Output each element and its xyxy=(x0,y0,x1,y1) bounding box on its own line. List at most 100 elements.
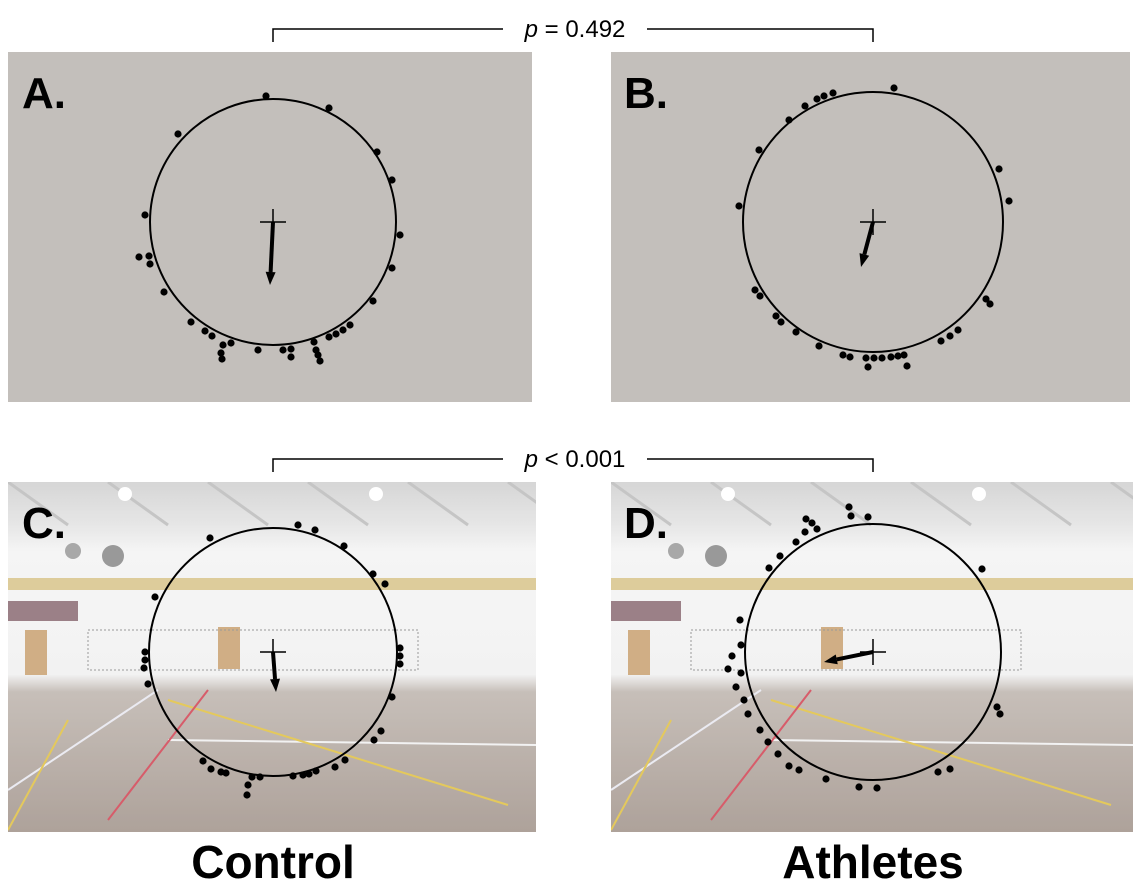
dot xyxy=(995,165,1002,172)
dot xyxy=(751,286,758,293)
dot xyxy=(396,660,403,667)
dot xyxy=(785,762,792,769)
dot xyxy=(808,519,815,526)
dot xyxy=(339,326,346,333)
dot xyxy=(795,766,802,773)
dot xyxy=(222,769,229,776)
dot xyxy=(993,703,1000,710)
dot xyxy=(151,593,158,600)
dot xyxy=(287,345,294,352)
dot xyxy=(801,528,808,535)
figure: A.B.C.D.p = 0.492p < 0.001ControlAthlete… xyxy=(0,0,1134,885)
dot xyxy=(792,538,799,545)
dot xyxy=(141,648,148,655)
dot xyxy=(903,362,910,369)
panel-label: B. xyxy=(624,69,668,118)
dot xyxy=(774,750,781,757)
dot xyxy=(855,783,862,790)
dot xyxy=(978,565,985,572)
dot xyxy=(813,95,820,102)
dot xyxy=(870,354,877,361)
panel-bg xyxy=(8,52,532,402)
mean-vector xyxy=(273,652,275,679)
dot xyxy=(160,288,167,295)
dot xyxy=(802,515,809,522)
dot xyxy=(369,297,376,304)
court-photo xyxy=(8,482,568,832)
dot xyxy=(287,353,294,360)
dot xyxy=(199,757,206,764)
dot xyxy=(305,770,312,777)
dot xyxy=(890,84,897,91)
dot xyxy=(256,773,263,780)
dot xyxy=(900,351,907,358)
dot xyxy=(756,292,763,299)
dot xyxy=(755,146,762,153)
group-label: Athletes xyxy=(782,836,963,885)
dot xyxy=(370,736,377,743)
dot xyxy=(340,542,347,549)
dot xyxy=(887,353,894,360)
dot xyxy=(934,768,941,775)
dot xyxy=(325,333,332,340)
dot xyxy=(369,570,376,577)
dot xyxy=(141,211,148,218)
dot xyxy=(254,346,261,353)
dot xyxy=(1005,197,1012,204)
dot xyxy=(388,176,395,183)
dot xyxy=(873,784,880,791)
dot xyxy=(862,354,869,361)
dot xyxy=(396,231,403,238)
dot xyxy=(792,328,799,335)
dot xyxy=(845,503,852,510)
dot xyxy=(346,321,353,328)
dot xyxy=(864,513,871,520)
dot xyxy=(208,332,215,339)
dot xyxy=(388,693,395,700)
dot xyxy=(299,771,306,778)
dot xyxy=(765,564,772,571)
dot xyxy=(839,351,846,358)
dot xyxy=(776,552,783,559)
dot xyxy=(829,89,836,96)
dot xyxy=(207,765,214,772)
dot xyxy=(732,683,739,690)
dot xyxy=(325,104,332,111)
dot xyxy=(140,664,147,671)
panel-label: A. xyxy=(22,69,66,118)
p-text: = 0.492 xyxy=(545,16,626,43)
dot xyxy=(227,339,234,346)
dot xyxy=(373,148,380,155)
dot xyxy=(396,652,403,659)
dot xyxy=(777,318,784,325)
dot xyxy=(744,710,751,717)
dot xyxy=(822,775,829,782)
dot xyxy=(244,781,251,788)
dot xyxy=(341,756,348,763)
p-value: p = 0.492 xyxy=(524,16,626,43)
dot xyxy=(740,696,747,703)
dot xyxy=(864,363,871,370)
dot xyxy=(201,327,208,334)
dot xyxy=(724,665,731,672)
dot xyxy=(332,330,339,337)
panel-label: D. xyxy=(624,499,668,548)
dot xyxy=(316,357,323,364)
dot xyxy=(737,641,744,648)
dot xyxy=(377,727,384,734)
group-label: Control xyxy=(191,836,355,885)
dot xyxy=(946,765,953,772)
dot xyxy=(243,791,250,798)
dot xyxy=(735,202,742,209)
dot xyxy=(279,346,286,353)
dot xyxy=(217,349,224,356)
dot xyxy=(141,656,148,663)
dot xyxy=(174,130,181,137)
dot xyxy=(312,767,319,774)
p-text: < 0.001 xyxy=(545,446,626,473)
dot xyxy=(187,318,194,325)
dot xyxy=(289,772,296,779)
p-symbol: p xyxy=(524,16,538,43)
dot xyxy=(737,669,744,676)
dot xyxy=(145,252,152,259)
